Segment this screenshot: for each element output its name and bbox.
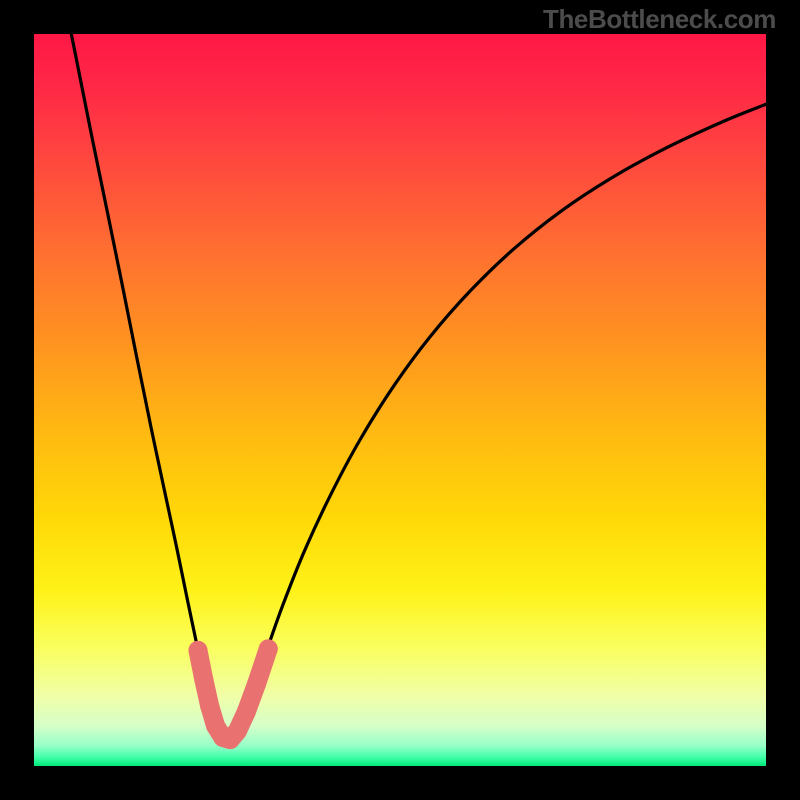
flare-marker (188, 641, 207, 660)
flare-marker (247, 675, 266, 694)
flare-marker (200, 696, 219, 715)
gradient-background (34, 34, 766, 766)
flare-marker (194, 670, 213, 689)
plot-area (34, 34, 766, 766)
chart-svg (34, 34, 766, 766)
flare-marker (228, 721, 247, 740)
chart-container: TheBottleneck.com (0, 0, 800, 800)
flare-marker (237, 702, 256, 721)
watermark-text: TheBottleneck.com (543, 4, 776, 35)
flare-marker (259, 639, 278, 658)
